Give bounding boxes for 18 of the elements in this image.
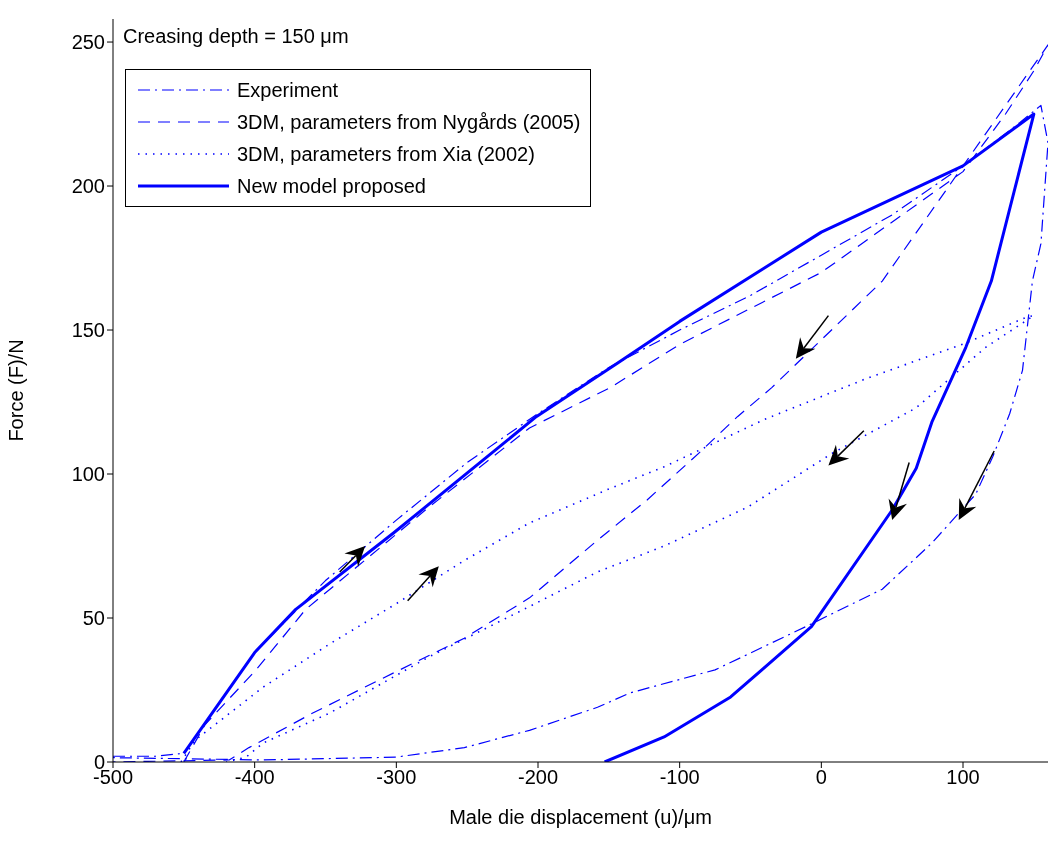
y-tick-label: 250 [71, 31, 105, 54]
y-tick-label: 50 [82, 607, 105, 630]
annotation: Creasing depth = 150 μm [123, 25, 349, 48]
x-tick-label: -200 [517, 766, 559, 789]
y-tick-label: 200 [71, 175, 105, 198]
x-tick-label: 100 [946, 766, 980, 789]
legend-label: New model proposed [237, 174, 426, 198]
x-tick-label: -300 [376, 766, 417, 789]
x-axis-title: Male die displacement (u)/μm [449, 806, 712, 828]
y-tick-label: 100 [71, 463, 105, 486]
y-axis-title: Force (F)/N [5, 339, 28, 442]
x-tick-label: -400 [234, 766, 275, 789]
legend-label: 3DM, parameters from Nygårds (2005) [237, 110, 581, 134]
y-tick-label: 150 [71, 319, 105, 342]
legend-label: 3DM, parameters from Xia (2002) [237, 142, 535, 166]
x-tick-label: 0 [815, 766, 827, 789]
x-tick-label: -100 [659, 766, 700, 789]
legend-label: Experiment [237, 78, 339, 102]
